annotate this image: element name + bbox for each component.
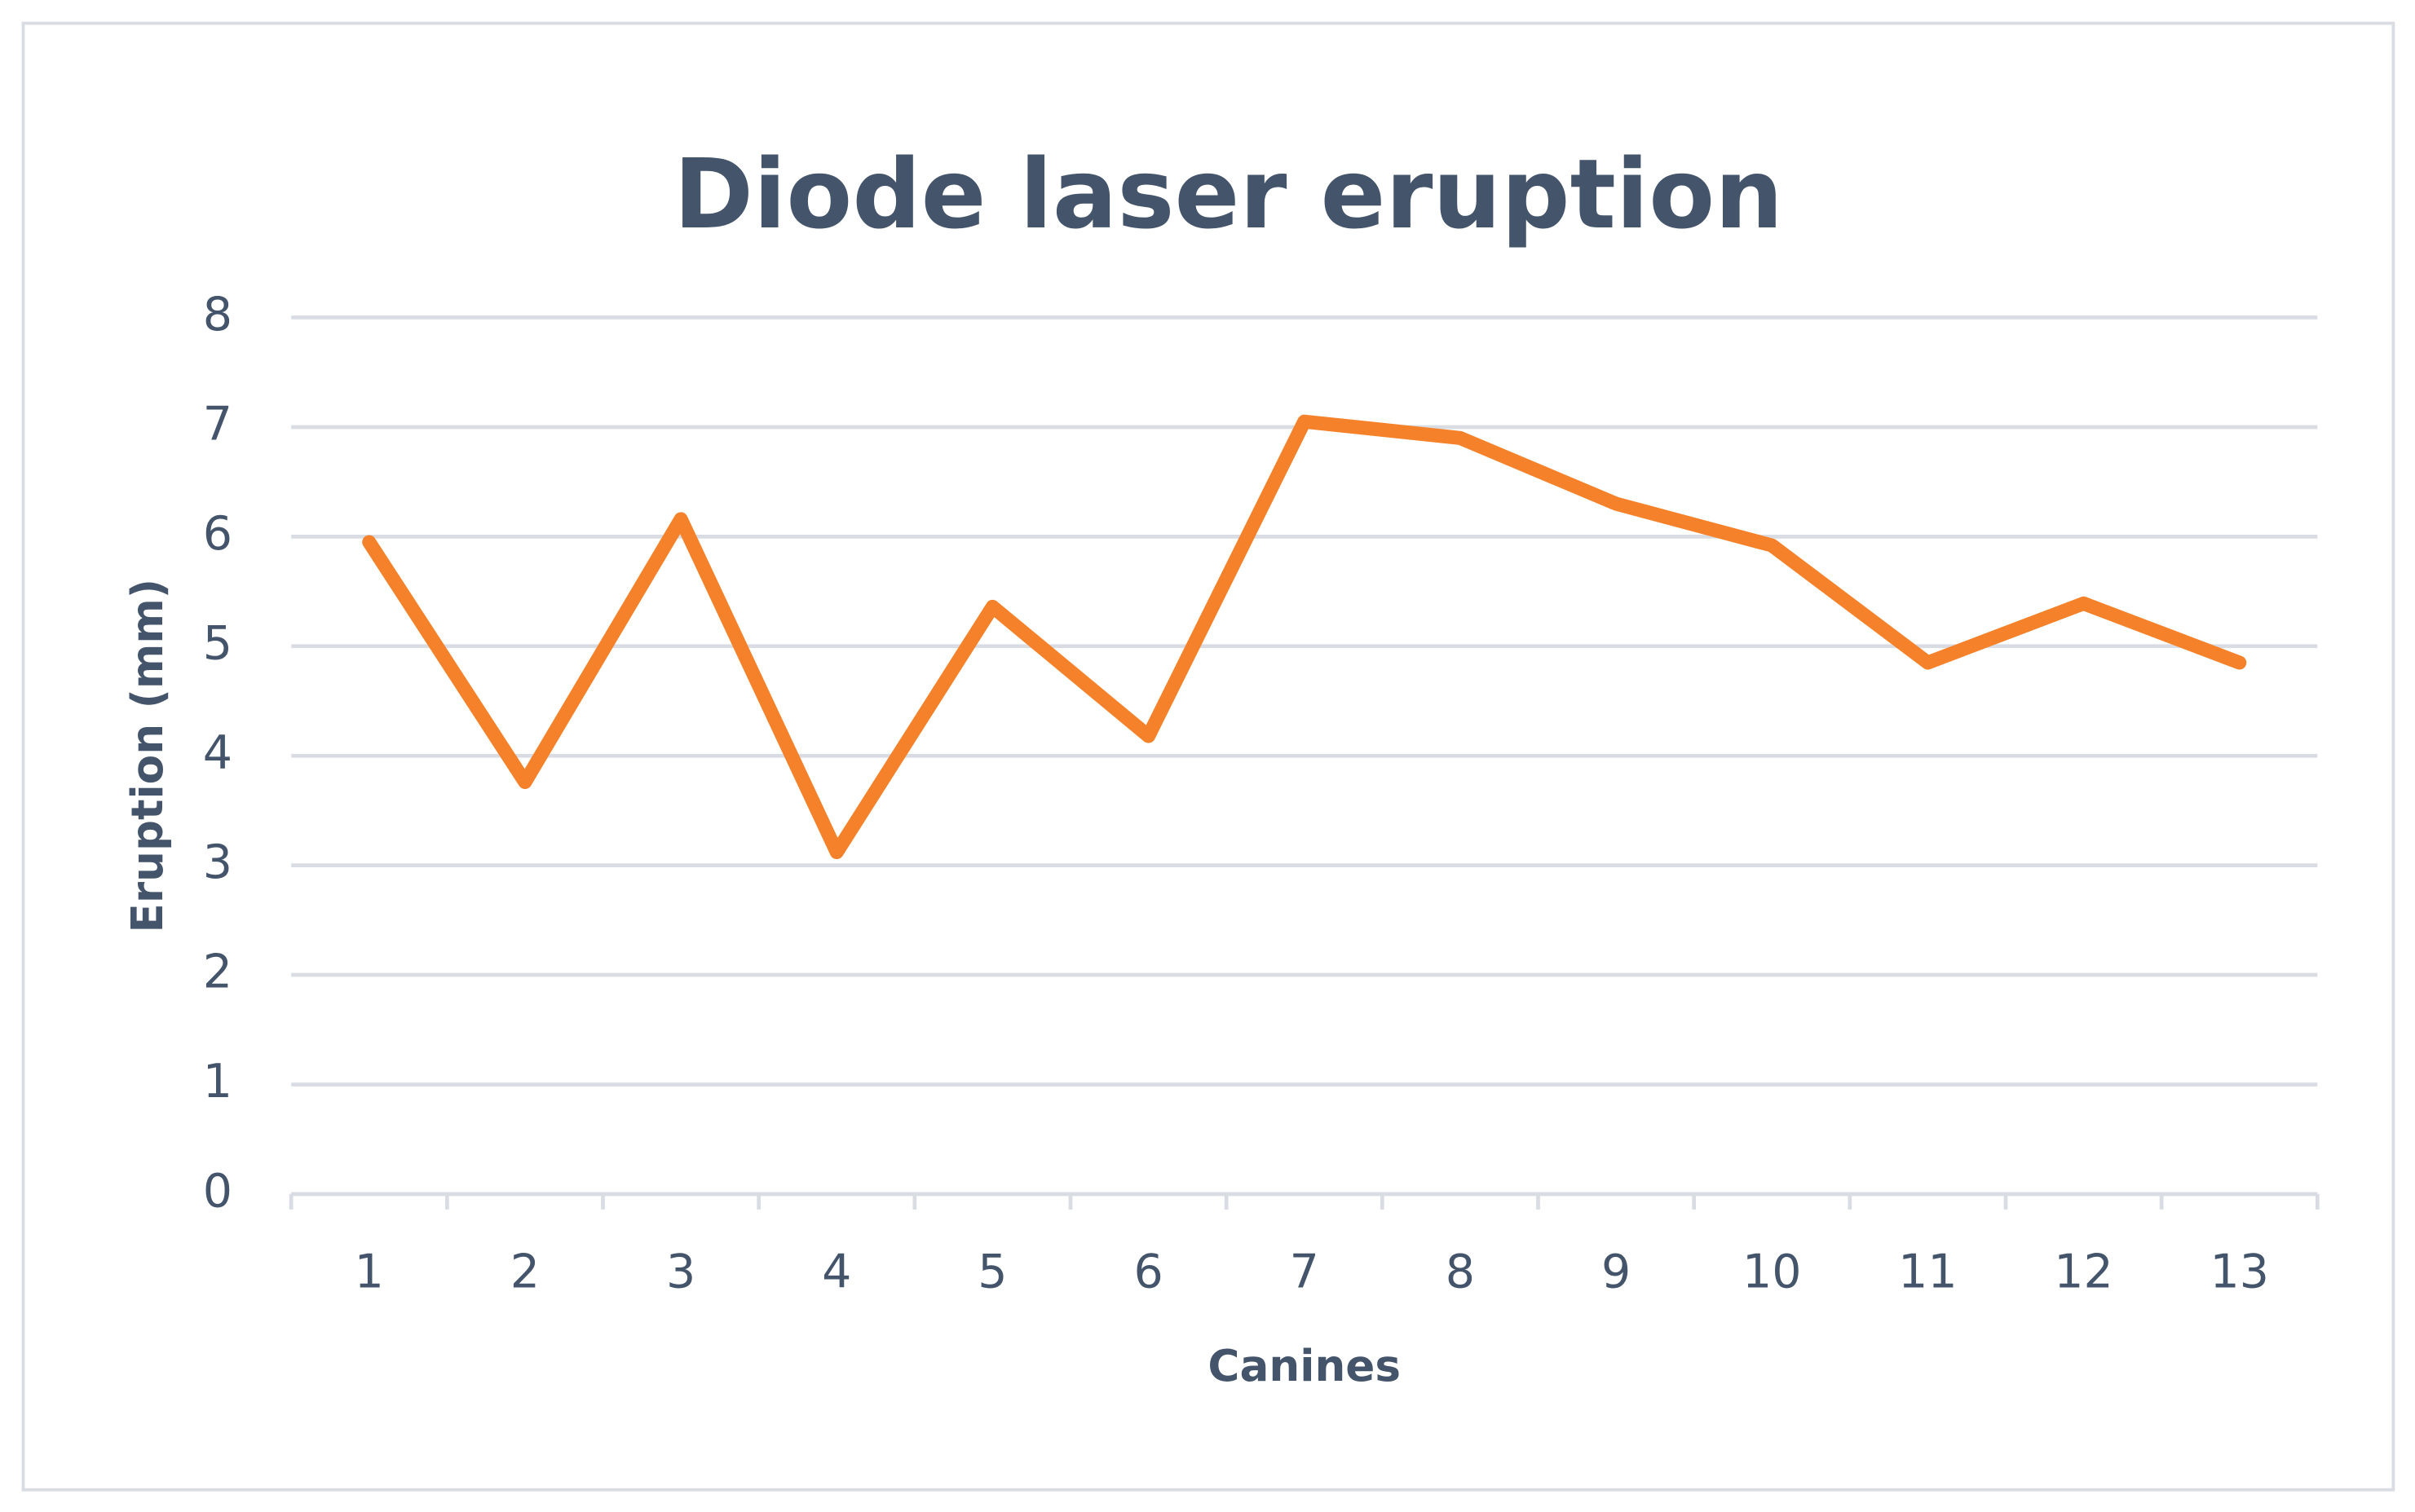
- y-axis-label: Eruption (mm): [122, 579, 173, 933]
- x-tick-label: 9: [1601, 1245, 1631, 1298]
- x-tick-label: 3: [666, 1245, 695, 1298]
- x-tick-label: 13: [2210, 1245, 2269, 1298]
- y-tick-label: 5: [203, 616, 232, 670]
- x-tick-label: 4: [822, 1245, 851, 1298]
- x-tick-label: 7: [1290, 1245, 1319, 1298]
- y-tick-label: 1: [203, 1055, 232, 1109]
- x-tick-label: 6: [1133, 1245, 1163, 1298]
- y-tick-label: 4: [203, 726, 232, 780]
- x-axis-label: Canines: [1208, 1341, 1401, 1391]
- x-tick-label: 8: [1446, 1245, 1475, 1298]
- x-tick-label: 11: [1898, 1245, 1958, 1298]
- chart-title: Diode laser eruption: [673, 139, 1783, 250]
- x-tick-label: 1: [355, 1245, 384, 1298]
- x-tick-label: 2: [510, 1245, 540, 1298]
- data-line: [362, 414, 2247, 860]
- y-tick-label: 6: [203, 507, 232, 561]
- y-tick-label: 3: [203, 835, 232, 889]
- x-tick-label: 12: [2054, 1245, 2113, 1298]
- y-tick-label: 7: [203, 398, 232, 452]
- y-tick-label: 0: [203, 1165, 232, 1219]
- x-tick-label: 5: [978, 1245, 1007, 1298]
- y-tick-label: 8: [203, 288, 232, 342]
- x-tick-label: 10: [1742, 1245, 1802, 1298]
- y-tick-label: 2: [203, 946, 232, 999]
